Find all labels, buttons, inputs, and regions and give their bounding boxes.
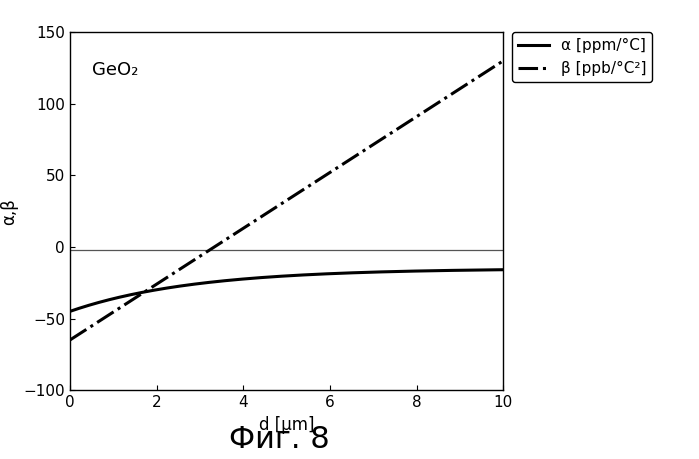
Y-axis label: α,β: α,β [0, 198, 18, 224]
α [ppm/°C] [66, 308, 74, 314]
α [ppm/°C] [499, 267, 507, 273]
α [ppm/°C] [331, 271, 339, 276]
α [ppm/°C] [459, 268, 467, 273]
α [ppm/°C] [431, 268, 440, 274]
Text: GeO₂: GeO₂ [92, 61, 138, 79]
Text: Фиг. 8: Фиг. 8 [229, 425, 330, 454]
α [ppm/°C] [322, 271, 331, 277]
α [ppm/°C] [324, 271, 332, 276]
α [ppm/°C] [67, 308, 75, 313]
Legend: α [ppm/°C], β [ppb/°C²]: α [ppm/°C], β [ppb/°C²] [512, 32, 652, 82]
X-axis label: d [μm]: d [μm] [259, 415, 315, 434]
Line: α [ppm/°C]: α [ppm/°C] [70, 270, 503, 311]
